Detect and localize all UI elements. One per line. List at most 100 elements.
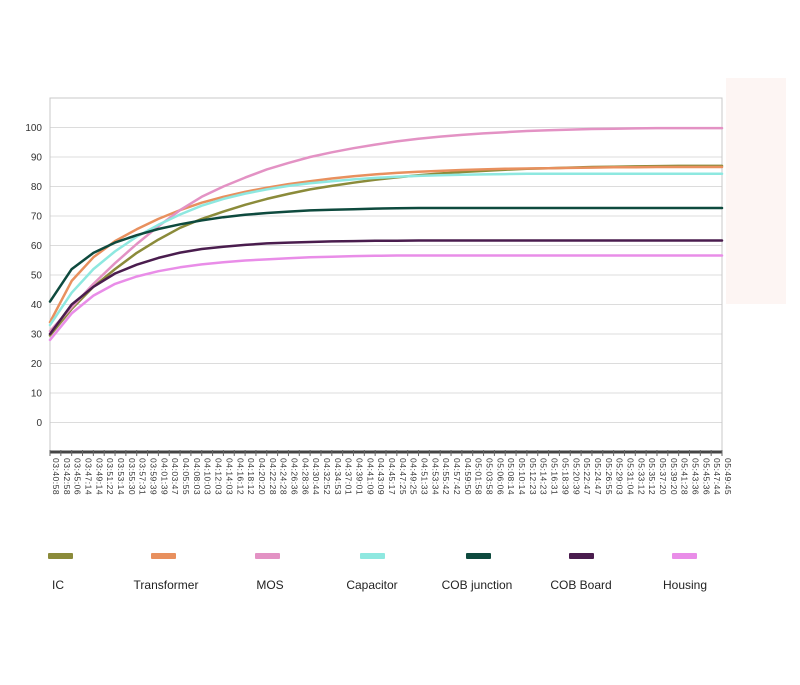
legend-swatch (48, 553, 73, 559)
x-tick-label: 04:20:20 (257, 458, 267, 495)
y-tick-label: 90 (31, 153, 43, 164)
x-tick-label: 04:28:36 (300, 458, 310, 495)
x-tick-label: 05:01:58 (474, 458, 484, 495)
x-tick-label: 05:43:36 (690, 458, 700, 495)
x-tick-label: 05:45:36 (701, 458, 711, 495)
x-tick-label: 05:14:23 (539, 458, 549, 495)
x-tick-label: 05:26:55 (604, 458, 614, 495)
legend-label: COB junction (442, 578, 513, 592)
y-tick-label: 20 (31, 359, 43, 370)
x-tick-label: 04:39:01 (354, 458, 364, 495)
x-tick-label: 03:51:22 (105, 458, 115, 495)
x-tick-label: 04:32:52 (322, 458, 332, 495)
y-tick-label: 10 (31, 389, 43, 400)
legend-swatch (466, 553, 491, 559)
x-tick-label: 04:10:03 (203, 458, 213, 495)
x-tick-label: 04:34:53 (333, 458, 343, 495)
x-tick-label: 05:12:23 (528, 458, 538, 495)
x-tick-label: 04:43:09 (376, 458, 386, 495)
x-tick-label: 03:45:06 (73, 458, 83, 495)
legend-swatch (255, 553, 280, 559)
legend-swatch (151, 553, 176, 559)
x-tick-label: 04:01:39 (159, 458, 169, 495)
legend-swatch (360, 553, 385, 559)
x-tick-label: 03:47:14 (84, 458, 94, 495)
x-tick-label: 05:18:39 (560, 458, 570, 495)
x-tick-label: 04:26:36 (289, 458, 299, 495)
x-tick-label: 04:45:17 (387, 458, 397, 495)
x-tick-label: 05:03:58 (485, 458, 495, 495)
series-lines (48, 126, 724, 342)
x-tick-label: 04:22:28 (268, 458, 278, 495)
x-tick-label: 04:14:03 (224, 458, 234, 495)
x-tick-label: 05:31:04 (625, 458, 635, 495)
legend-label: Transformer (134, 578, 199, 592)
x-tick-label: 03:49:14 (94, 458, 104, 495)
x-tick-label: 04:59:50 (463, 458, 473, 495)
x-tick-label: 04:55:42 (441, 458, 451, 495)
legend-swatch (569, 553, 594, 559)
x-tick-label: 03:40:58 (51, 458, 61, 495)
x-tick-label: 05:10:14 (517, 458, 527, 495)
x-tick-label: 05:06:06 (495, 458, 505, 495)
x-tick-label: 04:47:25 (398, 458, 408, 495)
x-tick-label: 05:22:47 (582, 458, 592, 495)
series-line-4 (48, 206, 724, 303)
y-tick-label: 0 (36, 418, 42, 429)
legend-label: MOS (256, 578, 283, 592)
x-tick-label: 04:30:44 (311, 458, 321, 495)
y-tick-label: 80 (31, 182, 43, 193)
x-tick-label: 04:08:03 (192, 458, 202, 495)
x-tick-label: 04:03:47 (170, 458, 180, 495)
x-tick-label: 05:08:14 (506, 458, 516, 495)
x-tick-label: 04:05:55 (181, 458, 191, 495)
x-tick-label: 04:41:09 (365, 458, 375, 495)
series-line-1 (48, 165, 724, 324)
x-tick-label: 05:47:44 (712, 458, 722, 495)
x-tick-label: 03:42:58 (62, 458, 72, 495)
x-tick-labels: 03:40:58 03:42:58 03:45:06 03:47:14 03:49:14… (51, 458, 733, 495)
x-tick-label: 05:39:20 (669, 458, 679, 495)
series-line-5 (48, 239, 724, 336)
x-tick-label: 05:49:45 (723, 458, 733, 495)
series-line-3 (48, 172, 724, 327)
y-tick-label: 50 (31, 271, 43, 282)
x-tick-label: 04:53:34 (430, 458, 440, 495)
y-tick-label: 40 (31, 300, 43, 311)
x-tick-label: 05:29:03 (615, 458, 625, 495)
y-tick-label: 60 (31, 241, 43, 252)
axes (49, 97, 723, 456)
x-tick-label: 05:20:39 (571, 458, 581, 495)
x-tick-label: 04:16:12 (235, 458, 245, 495)
x-tick-label: 04:18:12 (246, 458, 256, 495)
x-tick-label: 04:37:01 (344, 458, 354, 495)
x-tick-label: 05:24:47 (593, 458, 603, 495)
x-tick-label: 03:55:30 (127, 458, 137, 495)
x-tick-label: 05:35:12 (647, 458, 657, 495)
x-tick-label: 04:49:25 (409, 458, 419, 495)
series-line-6 (48, 254, 724, 342)
x-tick-label: 05:41:28 (680, 458, 690, 495)
x-tick-label: 05:16:31 (550, 458, 560, 495)
x-tick-label: 05:33:12 (636, 458, 646, 495)
legend: IC Transformer MOS Capacitor COB junction COB… (48, 553, 707, 592)
legend-label: Capacitor (346, 578, 397, 592)
y-tick-label: 30 (31, 330, 43, 341)
y-tick-label: 100 (25, 123, 42, 134)
legend-label: COB Board (550, 578, 611, 592)
side-panel (726, 78, 786, 304)
x-tick-label: 05:37:20 (658, 458, 668, 495)
legend-label: Housing (663, 578, 707, 592)
y-tick-label: 70 (31, 212, 43, 223)
x-tick-label: 03:57:31 (138, 458, 148, 495)
legend-swatch (672, 553, 697, 559)
y-tick-labels: 0 10 20 30 40 50 60 70 80 90 100 (25, 123, 42, 429)
x-tick-label: 04:51:33 (420, 458, 430, 495)
x-tick-label: 04:57:42 (452, 458, 462, 495)
x-tick-label: 04:24:28 (279, 458, 289, 495)
x-tick-label: 03:59:39 (149, 458, 159, 495)
x-tick-label: 04:12:03 (214, 458, 224, 495)
legend-label: IC (52, 578, 64, 592)
